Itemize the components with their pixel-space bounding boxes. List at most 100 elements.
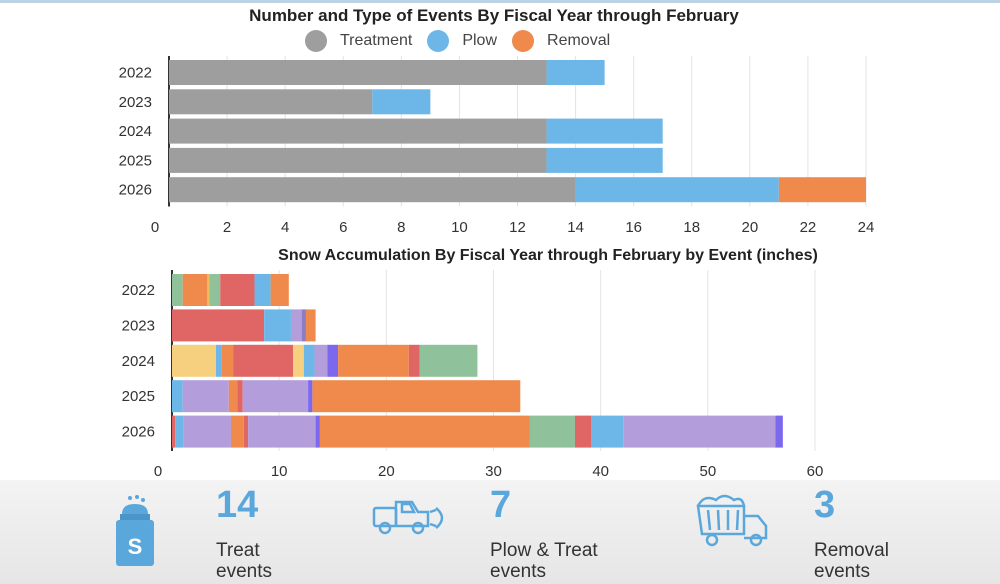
snow-bar-segment — [419, 344, 478, 377]
plow-label-line1: Plow & Treat — [490, 540, 598, 561]
events-x-tick-label: 10 — [451, 219, 468, 236]
snow-bar-segment — [775, 415, 783, 448]
snow-bar-segment — [254, 274, 271, 306]
events-bar-treatment — [169, 147, 547, 173]
snow-bar-segment — [230, 415, 244, 448]
snow-bar-segment — [293, 344, 304, 377]
events-bar-treatment — [169, 177, 576, 203]
snow-bar-segment — [338, 344, 409, 377]
snow-y-tick-label: 2024 — [122, 353, 155, 370]
snow-bar-segment — [264, 309, 291, 342]
snow-bar-segment — [228, 380, 238, 413]
snow-bar-segment — [574, 415, 592, 448]
events-x-tick-label: 2 — [223, 219, 231, 236]
events-x-tick-label: 24 — [858, 219, 875, 236]
legend-dot-plow — [427, 30, 450, 52]
removal-label: Removal events — [814, 540, 934, 582]
snow-bar-segment — [270, 274, 289, 306]
snow-bar-segment — [183, 415, 231, 448]
snow-bar-segment — [243, 415, 249, 448]
snow-chart-title: Snow Accumulation By Fiscal Year through… — [278, 247, 818, 264]
snow-bar-segment — [233, 344, 294, 377]
legend-dot-treatment — [305, 30, 327, 52]
events-bar-plow — [575, 177, 779, 203]
snow-y-tick-label: 2026 — [122, 424, 155, 441]
snow-bar-segment — [312, 380, 521, 413]
events-bar-plow — [546, 60, 605, 85]
events-bar-treatment — [169, 60, 547, 85]
events-x-tick-label: 16 — [625, 219, 642, 236]
legend-dot-removal — [512, 30, 535, 52]
events-x-tick-label: 8 — [397, 219, 405, 236]
dump-truck-icon — [696, 494, 768, 547]
removal-label-line1: Removal — [814, 540, 889, 561]
snow-bar-segment — [172, 274, 183, 306]
events-x-tick-label: 18 — [683, 219, 700, 236]
events-bar-treatment — [169, 89, 373, 115]
events-y-tick-label: 2022 — [119, 65, 152, 82]
events-bar-plow — [372, 89, 431, 115]
legend-item-treatment: Treatment — [305, 30, 412, 52]
snow-bar-segment — [305, 309, 316, 342]
snow-bar-segment — [308, 380, 313, 413]
snow-bar-segment — [172, 309, 265, 342]
snow-bar-segment — [623, 415, 776, 448]
snow-x-tick-label: 20 — [378, 463, 395, 480]
snow-bar-segment — [591, 415, 624, 448]
removal-count: 3 — [814, 484, 836, 526]
snow-bar-segment — [327, 344, 339, 377]
events-chart-title: Number and Type of Events By Fiscal Year… — [249, 6, 739, 25]
snow-bar-segment — [207, 274, 210, 306]
snow-x-tick-label: 50 — [699, 463, 716, 480]
snow-bar-segment — [172, 415, 176, 448]
snow-x-tick-label: 0 — [154, 463, 162, 480]
snow-bar-segment — [175, 415, 184, 448]
snow-bar-segment — [172, 344, 216, 377]
legend-item-removal: Removal — [512, 30, 610, 52]
summary-footer — [0, 480, 1000, 584]
snow-bar-segment — [215, 344, 222, 377]
events-x-tick-label: 12 — [509, 219, 526, 236]
snow-bar-segment — [301, 309, 306, 342]
salt-shaker-icon: S — [116, 495, 154, 566]
events-bar-plow — [546, 118, 663, 144]
events-bar-removal — [778, 177, 866, 203]
snow-bar-segment — [529, 415, 575, 448]
snow-bar-segment — [303, 344, 315, 377]
treat-count: 14 — [216, 484, 259, 526]
snow-bar-segment — [315, 415, 320, 448]
snow-x-tick-label: 40 — [592, 463, 609, 480]
snow-bar-segment — [221, 344, 234, 377]
legend-item-plow: Plow — [427, 30, 497, 52]
events-x-tick-label: 0 — [151, 219, 159, 236]
snow-bar-segment — [172, 380, 183, 413]
snow-bar-segment — [220, 274, 255, 306]
plow-label-line2: events — [490, 561, 546, 582]
events-x-tick-label: 6 — [339, 219, 347, 236]
snow-x-tick-label: 60 — [807, 463, 824, 480]
snow-y-tick-label: 2023 — [122, 317, 155, 334]
treat-label-line1: Treat — [216, 540, 260, 561]
snow-bar-segment — [237, 380, 243, 413]
events-y-tick-label: 2023 — [119, 94, 152, 111]
events-y-tick-label: 2026 — [119, 182, 152, 199]
snow-bar-segment — [209, 274, 221, 306]
events-x-tick-label: 14 — [567, 219, 584, 236]
snow-bar-segment — [242, 380, 309, 413]
events-chart-legend: Treatment Plow Removal — [305, 30, 625, 52]
plow-label: Plow & Treat events — [490, 540, 640, 582]
snow-bar-segment — [290, 309, 302, 342]
treat-label: Treat events — [216, 540, 336, 582]
events-chart: 0 2 4 6 8 10 12 14 16 18 20 22 242022202320242025202… — [119, 56, 875, 236]
events-y-tick-label: 2025 — [119, 152, 152, 169]
snow-bar-segment — [408, 344, 420, 377]
events-x-tick-label: 4 — [281, 219, 289, 236]
svg-text:S: S — [128, 534, 143, 559]
plow-truck-icon — [372, 500, 444, 535]
snow-bar-segment — [248, 415, 316, 448]
events-bar-treatment — [169, 118, 547, 144]
snow-chart: 0 10 20 30 40 50 60 2022 2023 2024 2025 2026 — [122, 270, 824, 480]
snow-y-tick-label: 2022 — [122, 282, 155, 299]
snow-bar-segment — [319, 415, 530, 448]
events-x-tick-label: 22 — [800, 219, 817, 236]
